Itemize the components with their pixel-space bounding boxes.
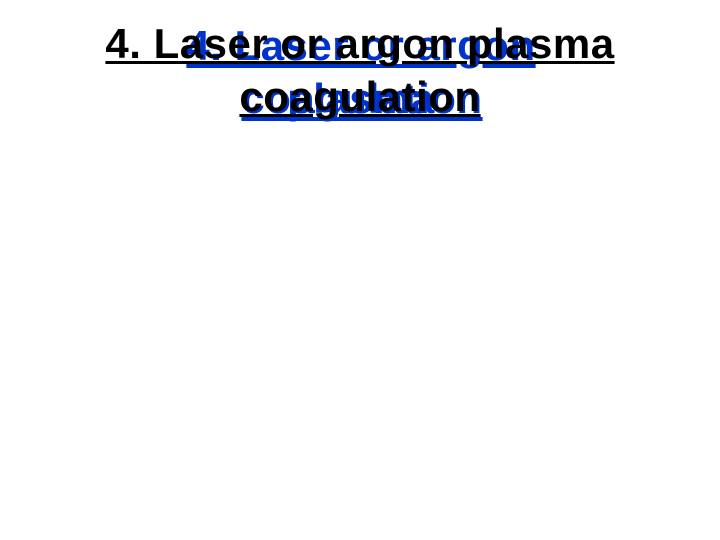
slide-container: 4. Laser or argon plasma 4. Laser or arg… <box>0 0 720 540</box>
heading-line2: coagulation <box>239 73 480 120</box>
heading-line1: 4. Laser or argon plasma <box>105 20 614 67</box>
slide-heading: 4. Laser or argon plasma 4. Laser or arg… <box>0 18 720 123</box>
